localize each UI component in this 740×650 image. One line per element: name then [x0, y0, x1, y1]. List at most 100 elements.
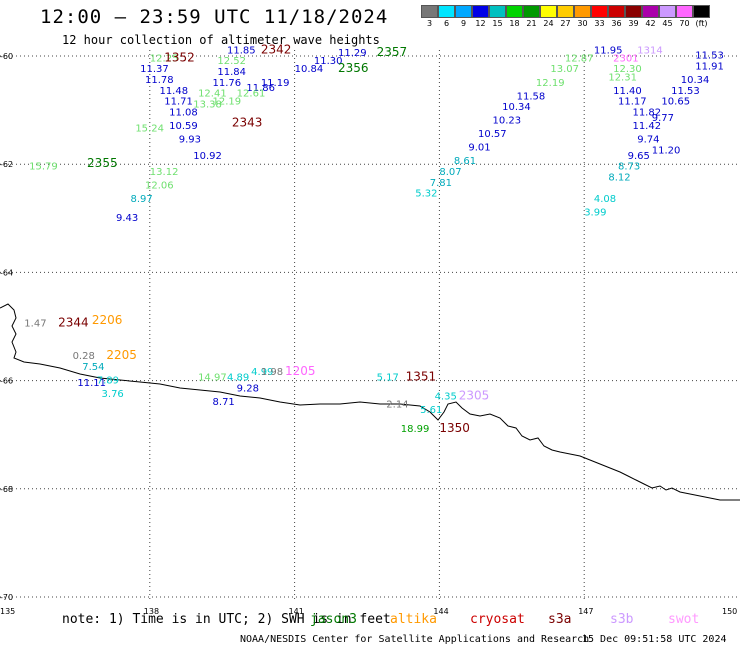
wave-height-label: 5.17 — [377, 373, 399, 384]
wave-height-label: 4.99 — [251, 367, 273, 378]
wave-height-label: 8.07 — [439, 167, 461, 178]
colorbar-label: 33 — [594, 19, 605, 28]
wave-height-label: 10.59 — [169, 121, 198, 132]
wave-height-label: 7.89 — [97, 375, 119, 386]
colorbar-label: 18 — [509, 19, 520, 28]
wave-height-label: 3.99 — [584, 208, 606, 219]
colorbar-label: 45 — [662, 19, 673, 28]
pass-time-label: 1351 — [406, 370, 437, 384]
wave-height-label: 7.81 — [430, 178, 452, 189]
wave-height-label: 8.97 — [130, 194, 152, 205]
wave-height-label: 9.28 — [237, 383, 259, 394]
pass-time-label: 2342 — [261, 42, 292, 56]
legend-jason3: jason3 — [310, 612, 357, 627]
pass-time-label: 2343 — [232, 115, 263, 129]
colorbar-swatch — [489, 5, 506, 18]
colorbar-label: 36 — [611, 19, 622, 28]
wave-height-label: 7.54 — [82, 362, 104, 373]
colorbar-swatch — [421, 5, 438, 18]
legend-s3a: s3a — [548, 612, 572, 627]
wave-height-label: 8.61 — [454, 156, 476, 167]
wave-height-label: 11.37 — [140, 64, 169, 75]
colorbar-label: 30 — [577, 19, 588, 28]
wave-height-label: 11.42 — [632, 121, 661, 132]
wave-height-label: 11.82 — [632, 108, 661, 119]
colorbar-label: 9 — [460, 19, 467, 28]
wave-height-label: 10.34 — [502, 102, 531, 113]
latitude-label: -70 — [0, 593, 13, 602]
colorbar-swatch — [438, 5, 455, 18]
wave-height-label: 18.99 — [401, 424, 430, 435]
wave-height-label: 11.30 — [314, 56, 343, 67]
wave-height-label: 12.31 — [608, 72, 637, 83]
wave-height-label: 8.71 — [213, 397, 235, 408]
colorbar-swatches — [421, 5, 710, 18]
colorbar-swatch — [659, 5, 676, 18]
footer-note: note: 1) Time is in UTC; 2) SWH is in fe… — [62, 612, 391, 627]
colorbar-label: 42 — [645, 19, 656, 28]
map-title: 12:00 — 23:59 UTC 11/18/2024 — [40, 6, 389, 28]
wave-height-label: 4.89 — [227, 373, 249, 384]
colorbar-label: 21 — [526, 19, 537, 28]
pass-time-label: 2305 — [459, 389, 490, 403]
wave-height-colorbar: 3 6 9 12 15 18 21 24 27 30 33 36 39 42 45 70 (ft) — [421, 5, 710, 28]
wave-height-label: 12.41 — [198, 89, 227, 100]
pass-time-label: 2355 — [87, 156, 118, 170]
pass-time-label: 2356 — [338, 61, 369, 75]
colorbar-label: 6 — [443, 19, 450, 28]
map-subtitle: 12 hour collection of altimeter wave hei… — [62, 33, 380, 47]
legend-s3b: s3b — [610, 612, 634, 627]
wave-height-label: 13.38 — [193, 99, 222, 110]
colorbar-swatch — [540, 5, 557, 18]
wave-height-label: 12.87 — [565, 53, 594, 64]
wave-height-label: 5.32 — [415, 189, 437, 200]
pass-time-label: 1352 — [164, 50, 195, 64]
wave-height-label: 9.93 — [179, 135, 201, 146]
wave-height-label: 11.20 — [652, 145, 681, 156]
wave-height-label: 11.19 — [261, 78, 290, 89]
wave-height-label: 14.97 — [198, 373, 227, 384]
wave-height-label: 12.25 — [150, 53, 179, 64]
wave-height-label: 15.24 — [135, 124, 164, 135]
pass-time-label: 2357 — [377, 45, 408, 59]
wave-height-label: 0.28 — [73, 351, 95, 362]
longitude-label: 141 — [289, 607, 304, 616]
longitude-label: 150 — [722, 607, 737, 616]
wave-height-label: 11.71 — [164, 97, 193, 108]
colorbar-label: 70 — [679, 19, 690, 28]
colorbar-swatch — [693, 5, 710, 18]
colorbar-swatch — [676, 5, 693, 18]
wave-height-label: 15.79 — [29, 162, 58, 173]
wave-height-label: 11.29 — [338, 48, 367, 59]
latitude-label: -68 — [0, 485, 13, 494]
wave-height-label: 8.73 — [618, 162, 640, 173]
colorbar-swatch — [608, 5, 625, 18]
wave-height-label: 11.95 — [594, 45, 623, 56]
wave-height-label: 5.61 — [420, 405, 442, 416]
antarctic-coastline — [0, 303, 740, 501]
colorbar-label: 15 — [492, 19, 503, 28]
wave-height-label: 11.08 — [169, 108, 198, 119]
longitude-label: 135 — [0, 607, 15, 616]
wave-height-label: 11.86 — [246, 83, 275, 94]
wave-height-label: 11.11 — [77, 378, 106, 389]
legend-swot: swot — [668, 612, 700, 627]
wave-height-label: 11.76 — [213, 78, 242, 89]
wave-height-label: 12.19 — [213, 97, 242, 108]
colorbar-swatch — [557, 5, 574, 18]
footer-credit: NOAA/NESDIS Center for Satellite Applica… — [240, 634, 590, 645]
map-grid: -60 -62 -64 -66 -68 -70 135 138 141 144 147 150 — [0, 50, 740, 616]
colorbar-swatch — [642, 5, 659, 18]
longitude-label: 144 — [433, 607, 448, 616]
wave-height-label: 1.98 — [261, 367, 283, 378]
colorbar-swatch — [506, 5, 523, 18]
wave-height-label: 9.77 — [652, 113, 674, 124]
footer-timestamp: 15 Dec 09:51:58 UTC 2024 — [582, 634, 727, 645]
pass-time-label: 2206 — [92, 313, 123, 327]
wave-height-label: 11.58 — [517, 91, 546, 102]
wave-height-label: 10.57 — [478, 129, 507, 140]
wave-height-label: 12.61 — [237, 89, 266, 100]
wave-height-label: 11.91 — [695, 62, 724, 73]
colorbar-label: 12 — [475, 19, 486, 28]
